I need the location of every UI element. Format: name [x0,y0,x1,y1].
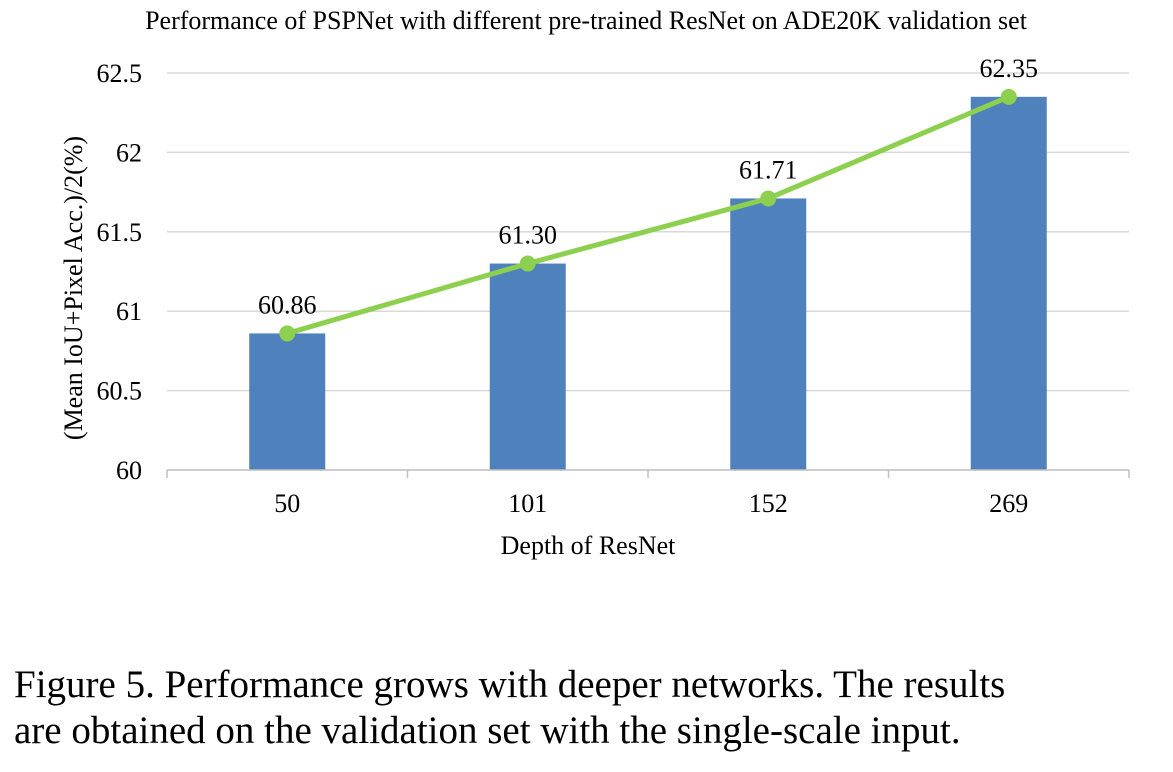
x-tick-label: 152 [749,489,788,518]
data-label: 61.30 [499,221,558,250]
x-axis-label: Depth of ResNet [501,531,677,560]
x-ticks [166,470,1130,478]
y-axis-label: (Mean IoU+Pixel Acc.)/2(%) [59,136,88,440]
y-tick-label: 60.5 [97,377,143,406]
trend-marker [1000,88,1017,105]
y-tick-label: 62 [116,138,142,167]
y-tick-labels: 60 60.5 61 61.5 62 62.5 [97,59,143,485]
trend-line [286,94,1010,336]
x-tick-label: 269 [989,489,1028,518]
caption-line-2: are obtained on the validation set with … [14,709,961,752]
bar [249,333,326,470]
bar-line-chart: Performance of PSPNet with different pre… [59,6,1130,560]
y-tick-label: 62.5 [97,59,143,88]
bar [489,263,566,470]
bar [970,96,1047,470]
x-tick-label: 101 [508,489,547,518]
trend-markers [279,88,1017,342]
bars [249,96,1047,470]
y-tick-label: 61 [116,297,142,326]
x-tick-labels: 50 101 152 269 [274,489,1028,518]
trend-marker [519,255,536,272]
bar [730,198,807,470]
y-tick-label: 60 [116,456,142,485]
chart-title: Performance of PSPNet with different pre… [145,6,1028,35]
data-labels: 60.86 61.30 61.71 62.35 [258,54,1038,320]
trend-marker [279,325,296,342]
data-label: 60.86 [258,290,317,319]
caption-line-1: Figure 5. Performance grows with deeper … [14,663,1006,706]
trend-marker [760,190,777,207]
y-tick-label: 61.5 [97,218,143,247]
figure-caption: Figure 5. Performance grows with deeper … [14,662,1164,754]
data-label: 62.35 [980,54,1039,83]
data-label: 61.71 [739,155,798,184]
x-tick-label: 50 [274,489,300,518]
